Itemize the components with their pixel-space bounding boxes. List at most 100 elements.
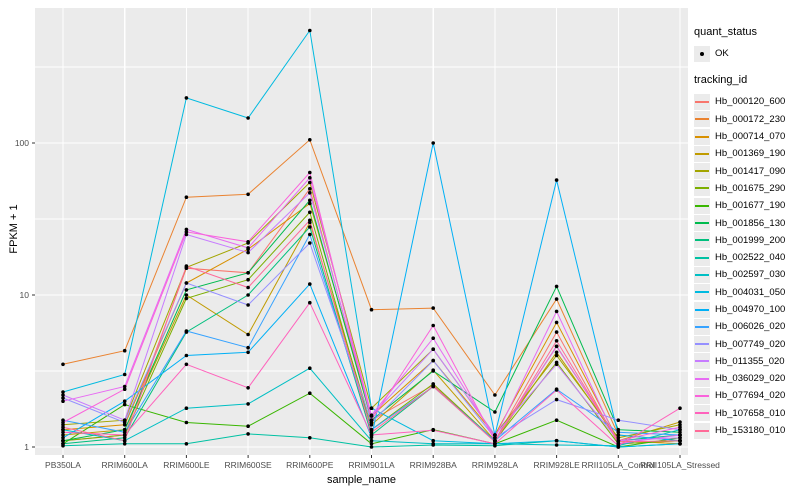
data-point: [678, 420, 682, 424]
data-point: [246, 285, 250, 290]
x-tick-label: RRII105LA_Control: [581, 460, 655, 470]
data-point: [554, 330, 559, 334]
legend-item: Hb_002597_030: [694, 266, 798, 283]
line-swatch-icon: [695, 291, 709, 294]
legend-key-box: [694, 249, 710, 266]
data-point: [431, 358, 436, 363]
data-point: [554, 309, 559, 314]
data-point: [678, 442, 682, 446]
legend-key-box: [694, 266, 710, 283]
data-point: [184, 230, 189, 234]
legend-item-label: Hb_002597_030: [715, 269, 786, 281]
y-axis-title: FPKM + 1: [8, 204, 20, 254]
data-point: [61, 443, 65, 448]
line-swatch-icon: [695, 412, 709, 415]
x-tick-label: RRIM928LA: [472, 460, 519, 470]
legend-key-box: [694, 405, 710, 422]
legend-item-label: Hb_002522_040: [715, 252, 786, 264]
data-point: [308, 366, 312, 371]
legend-key-box: [694, 318, 710, 335]
legend-item-label: Hb_153180_010: [715, 425, 786, 437]
data-point: [431, 438, 436, 443]
data-point: [369, 438, 374, 443]
legend-item: Hb_004031_050: [694, 284, 798, 301]
legend-key-box: [694, 232, 710, 249]
data-point: [308, 218, 312, 223]
line-swatch-icon: [695, 152, 709, 155]
legend-item: Hb_011355_020: [694, 353, 798, 370]
data-point: [678, 425, 682, 430]
data-point: [678, 406, 682, 411]
data-point: [184, 293, 189, 297]
line-swatch-icon: [695, 204, 709, 207]
line-swatch-icon: [695, 118, 709, 121]
x-tick-label: RRIM928BA: [410, 460, 458, 470]
legend-item-label: Hb_011355_020: [715, 355, 785, 367]
data-point: [122, 430, 127, 435]
legend-item: Hb_000172_230: [694, 111, 798, 128]
data-point: [246, 432, 250, 436]
data-point: [554, 362, 559, 367]
tracking-id-legend: tracking_id Hb_000120_600 Hb_000172_230 Hb…: [694, 74, 798, 439]
data-point: [246, 332, 250, 337]
data-point: [184, 296, 189, 301]
data-point: [678, 427, 682, 432]
legend-key-box: [694, 301, 710, 318]
x-axis-title: sample_name: [326, 474, 397, 486]
data-point: [554, 388, 559, 392]
legend-item: Hb_000714_070: [694, 128, 798, 145]
x-tick-label: RRIM928LE: [533, 460, 580, 470]
legend-item-label: Hb_000120_600: [715, 96, 786, 108]
data-point: [431, 369, 436, 373]
data-point: [61, 438, 65, 443]
data-point: [431, 384, 436, 389]
data-point: [61, 427, 65, 432]
tracking-id-legend-items: Hb_000120_600 Hb_000172_230 Hb_000714_070 H…: [694, 93, 798, 439]
data-point: [369, 430, 374, 435]
data-point: [246, 424, 250, 429]
data-point: [369, 433, 374, 437]
legend-item: Hb_153180_010: [694, 422, 798, 439]
line-swatch-icon: [695, 222, 709, 225]
data-point: [554, 339, 559, 343]
data-point: [61, 393, 65, 397]
line-swatch-icon: [695, 170, 709, 173]
gridlines: [35, 8, 688, 455]
data-point: [554, 418, 559, 423]
tracking-id-legend-title: tracking_id: [694, 74, 748, 87]
data-point: [308, 187, 312, 191]
legend-item: Hb_007749_020: [694, 335, 798, 353]
y-tick-label: 10: [20, 290, 30, 300]
data-point: [554, 320, 559, 325]
data-point: [554, 438, 559, 443]
line-swatch-icon: [695, 394, 709, 397]
legend-item: Hb_001999_200: [694, 232, 798, 249]
data-point: [369, 442, 374, 446]
data-points: [61, 28, 682, 449]
line-swatch-icon: [695, 239, 709, 242]
x-tick-label: RRII105LA_Stressed: [640, 460, 720, 470]
legend-key-box: [694, 387, 710, 404]
data-point: [308, 210, 312, 215]
legend: quant_status OK tracking_id Hb_000120_60…: [694, 26, 798, 451]
line-swatch-icon: [695, 100, 709, 103]
legend-item-ok: OK: [694, 45, 798, 62]
legend-item-label: Hb_107658_010: [715, 407, 786, 419]
data-point: [616, 430, 621, 435]
data-point: [369, 406, 374, 411]
data-point: [369, 418, 374, 423]
data-point: [431, 306, 436, 310]
data-point: [184, 288, 189, 292]
x-tick-label: RRIM600SE: [224, 460, 272, 470]
data-point: [554, 178, 559, 182]
legend-item: Hb_002522_040: [694, 249, 798, 266]
legend-item-label: Hb_000172_230: [715, 113, 786, 125]
data-point: [678, 433, 682, 437]
data-point: [616, 443, 621, 448]
data-point: [493, 393, 497, 397]
legend-item: Hb_077694_020: [694, 387, 798, 404]
data-point: [493, 410, 497, 414]
legend-item: Hb_004970_100: [694, 301, 798, 318]
legend-item: Hb_036029_020: [694, 370, 798, 387]
data-point: [369, 413, 374, 418]
